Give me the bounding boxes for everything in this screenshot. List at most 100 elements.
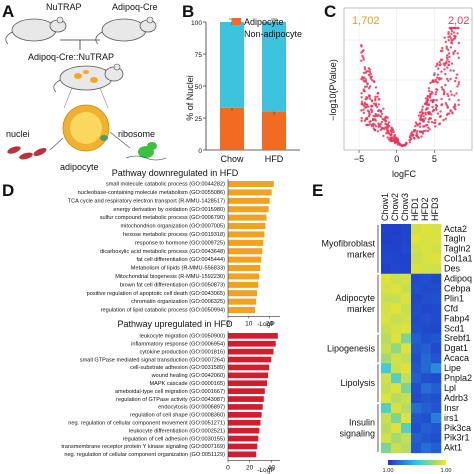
d-bar (228, 214, 267, 221)
c-point (456, 85, 459, 88)
d-title-down: Pathway downregulated in HFD (112, 168, 239, 178)
b-legend: Adipocyte Non-adipocyte (232, 17, 302, 39)
c-point (395, 139, 398, 143)
c-point (428, 111, 431, 114)
c-point (448, 55, 451, 59)
e-cell (421, 273, 432, 284)
c-point (368, 68, 371, 71)
c-point (432, 98, 435, 102)
c-point (450, 39, 453, 42)
e-cell (421, 263, 432, 275)
e-cell (411, 273, 422, 284)
d-bar (228, 451, 257, 458)
e-cell (381, 273, 392, 284)
c-point (363, 67, 367, 71)
c-point (430, 113, 433, 116)
c-point (442, 62, 445, 65)
e-cell (391, 263, 402, 275)
c-point (449, 46, 453, 49)
d-category-label: mitochondrion organization (GO:0007005) (121, 224, 226, 230)
e-cell (381, 343, 392, 354)
c-point (436, 62, 439, 65)
panel-label-c: C (324, 2, 336, 21)
e-cell (431, 353, 442, 364)
e-cell (391, 273, 402, 284)
c-point (368, 112, 371, 115)
d-bar (228, 356, 272, 363)
d-bar (228, 256, 262, 263)
c-point (449, 90, 452, 93)
e-group-label: Lipogenesis (327, 343, 376, 353)
c-point (376, 95, 379, 99)
c-point (446, 66, 449, 69)
c-point (457, 41, 460, 45)
c-point (428, 116, 432, 120)
d-bar (228, 231, 265, 238)
c-point (439, 110, 442, 113)
d-category-label: chromatin organization (GO:0006325) (131, 299, 225, 305)
e-group-label: marker (347, 304, 375, 314)
c-point (428, 128, 431, 131)
c-point (378, 98, 381, 101)
c-point (360, 51, 363, 54)
e-row-label: Cfd (444, 303, 458, 313)
d-bar (228, 206, 269, 213)
e-cell (401, 383, 412, 394)
c-point (412, 136, 416, 140)
e-cell (411, 393, 422, 404)
e-cell (431, 233, 442, 245)
d-bar (228, 419, 261, 426)
c-point (446, 92, 449, 96)
c-point (360, 109, 363, 112)
e-cell (401, 243, 412, 255)
c-point (424, 111, 427, 114)
e-cell (431, 313, 442, 324)
b-ytick-label: 0 (198, 148, 202, 155)
e-row-label: Plin1 (444, 293, 464, 303)
e-cell (431, 243, 442, 255)
c-point (389, 133, 393, 136)
e-cell (411, 403, 422, 414)
c-point (370, 125, 374, 128)
e-cell (381, 423, 392, 434)
c-point (367, 73, 371, 77)
c-point (378, 108, 381, 112)
c-point (440, 77, 443, 80)
c-point (366, 109, 370, 113)
c-point (447, 32, 450, 36)
d-bar (228, 364, 270, 371)
e-column-label: Chow1 (380, 193, 390, 221)
e-cell (411, 423, 422, 434)
d-xtick-label: 20 (266, 320, 274, 327)
c-point (360, 119, 363, 123)
e-cell (391, 253, 402, 265)
c-point (377, 125, 380, 128)
panel-e-heatmap: Chow1 Chow2 Chow3 HFD1 HFD2 HFD3 Acta2TaglnTa… (321, 193, 472, 474)
c-point (435, 104, 439, 108)
e-cell (391, 313, 402, 324)
e-cell (431, 333, 442, 344)
b-bar-non-adipocyte (262, 22, 286, 112)
d-xtick-label: 0 (226, 320, 230, 327)
c-point (441, 46, 444, 50)
e-cell (431, 224, 442, 235)
panel-label-b: B (182, 2, 194, 21)
c-point (420, 135, 423, 138)
e-cell (401, 263, 412, 275)
e-cell (391, 373, 402, 384)
e-cell (421, 293, 432, 304)
c-point (374, 99, 377, 102)
c-point (449, 69, 452, 72)
e-cell (401, 233, 412, 245)
e-cell (401, 224, 412, 235)
mouse-icon (53, 63, 124, 93)
d-category-label: cell-substrate adhesion (GO:0031589) (130, 365, 225, 371)
c-point (361, 103, 364, 106)
c-point (360, 59, 363, 62)
e-colorbar-tick-low: 1.00 (383, 468, 394, 474)
e-cell (431, 373, 442, 384)
c-point (385, 125, 389, 128)
panel-d-chart: Pathway downregulated in HFD Pathway upr… (61, 168, 280, 474)
c-point (362, 71, 366, 75)
c-point (377, 113, 380, 117)
